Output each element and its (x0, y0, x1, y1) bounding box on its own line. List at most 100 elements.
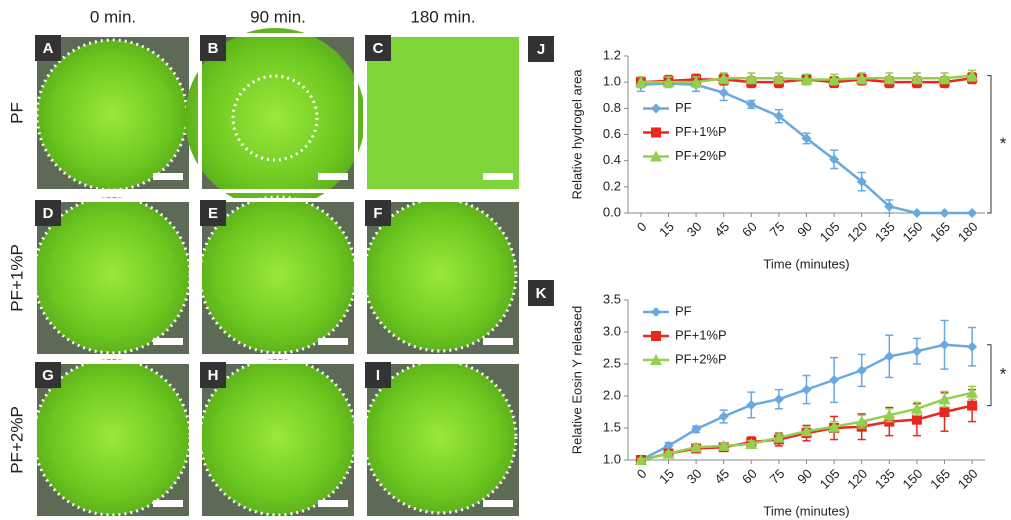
panel-label: F (373, 205, 382, 222)
panel-label: B (208, 40, 219, 57)
marker (967, 401, 977, 411)
x-tick-label: 15 (656, 466, 677, 487)
marker (746, 400, 756, 410)
legend-marker (651, 128, 661, 138)
marker (967, 208, 977, 218)
row-label: PF+1%P (7, 244, 26, 312)
y-axis-label: Relative Eosin Y released (569, 306, 584, 454)
panel-label: A (43, 40, 54, 57)
scale-bar (153, 173, 183, 180)
legend-label: PF+2%P (675, 148, 727, 163)
y-tick-label: 1.5 (603, 419, 621, 434)
y-axis-label: Relative hydrogel area (569, 69, 584, 200)
panel-label: C (373, 40, 384, 57)
x-tick-label: 180 (955, 219, 981, 245)
panel-label: H (208, 367, 219, 384)
x-tick-label: 150 (900, 219, 926, 245)
y-tick-label: 0.6 (603, 126, 621, 141)
marker (940, 340, 950, 350)
x-tick-label: 30 (684, 219, 705, 240)
scale-bar (153, 500, 183, 507)
x-axis-label: Time (minutes) (763, 256, 849, 271)
y-tick-label: 2.5 (603, 355, 621, 370)
significance-bracket (987, 76, 991, 213)
x-tick-label: 120 (844, 219, 870, 245)
scale-bar (153, 338, 183, 345)
row-label: PF+2%P (7, 406, 26, 474)
x-tick-label: 150 (900, 466, 926, 492)
y-tick-label: 1.0 (603, 451, 621, 466)
y-tick-label: 0.0 (603, 204, 621, 219)
y-tick-label: 3.5 (603, 291, 621, 306)
scale-bar (483, 500, 513, 507)
panel-label: D (43, 205, 54, 222)
legend-label: PF+1%P (675, 124, 727, 139)
x-tick-label: 0 (634, 219, 650, 235)
marker (719, 411, 729, 421)
figure: 0 min. 90 min. 180 min. PF PF+1%P PF+2%P A B C D E… (0, 0, 1011, 520)
x-tick-label: 45 (711, 466, 732, 487)
x-tick-label: 105 (817, 466, 843, 492)
x-tick-label: 165 (927, 466, 953, 492)
panel-label: I (376, 367, 380, 384)
y-tick-label: 0.4 (603, 152, 621, 167)
scale-bar (318, 338, 348, 345)
marker (966, 387, 978, 398)
y-tick-label: 0.8 (603, 100, 621, 115)
column-label: 180 min. (410, 7, 475, 26)
x-tick-label: 75 (767, 219, 788, 240)
x-axis-label: Time (minutes) (763, 503, 849, 518)
marker (719, 88, 729, 98)
marker (912, 415, 922, 425)
legend-marker (651, 307, 661, 317)
y-tick-label: 1.0 (603, 74, 621, 89)
legend-label: PF (675, 100, 692, 115)
x-tick-label: 135 (872, 219, 898, 245)
marker (940, 407, 950, 417)
marker (912, 208, 922, 218)
significance-bracket (987, 345, 991, 406)
scale-bar (483, 338, 513, 345)
x-tick-label: 105 (817, 219, 843, 245)
significance-marker: * (1000, 365, 1007, 384)
panel-label: G (42, 367, 54, 384)
row-label: PF (7, 102, 26, 124)
marker (857, 365, 867, 375)
marker (967, 342, 977, 352)
x-tick-label: 165 (927, 219, 953, 245)
y-tick-label: 3.0 (603, 323, 621, 338)
panel-label: E (208, 205, 218, 222)
scale-bar (318, 173, 348, 180)
x-tick-label: 0 (634, 466, 650, 482)
marker (802, 385, 812, 395)
legend-label: PF (675, 303, 692, 318)
marker (940, 208, 950, 218)
x-tick-label: 45 (711, 219, 732, 240)
x-tick-label: 90 (794, 219, 815, 240)
legend-label: PF+2%P (675, 351, 727, 366)
x-tick-label: 135 (872, 466, 898, 492)
x-tick-label: 60 (739, 466, 760, 487)
x-tick-label: 180 (955, 466, 981, 492)
marker (829, 375, 839, 385)
x-tick-label: 30 (684, 466, 705, 487)
scale-bar (483, 173, 513, 180)
marker (774, 394, 784, 404)
scale-bar (318, 500, 348, 507)
x-tick-label: 75 (767, 466, 788, 487)
column-label: 90 min. (250, 7, 306, 26)
x-tick-label: 15 (656, 219, 677, 240)
panel-label: J (537, 41, 545, 58)
y-tick-label: 1.2 (603, 47, 621, 62)
marker (884, 351, 894, 361)
column-label: 0 min. (90, 7, 136, 26)
x-tick-label: 120 (844, 466, 870, 492)
significance-marker: * (1000, 134, 1007, 153)
y-tick-label: 2.0 (603, 387, 621, 402)
x-tick-label: 90 (794, 466, 815, 487)
y-tick-label: 0.2 (603, 178, 621, 193)
x-tick-label: 60 (739, 219, 760, 240)
marker (912, 346, 922, 356)
legend-label: PF+1%P (675, 327, 727, 342)
panel-label: K (536, 285, 547, 302)
